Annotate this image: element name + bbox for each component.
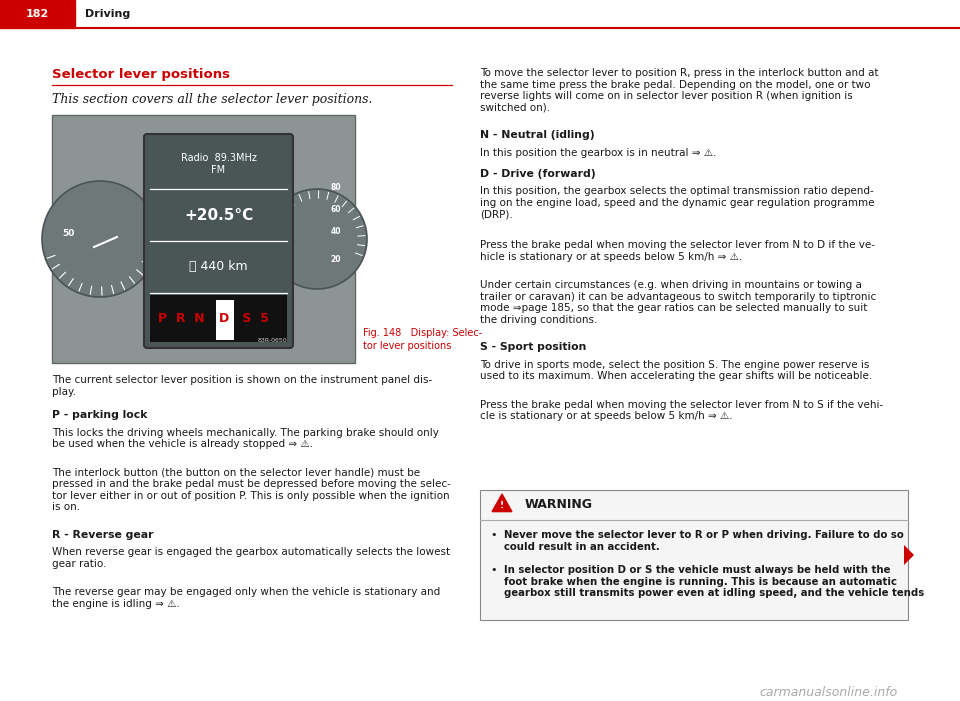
- Bar: [0, 0, 75, 28]
- Text: +20.5°C: +20.5°C: [184, 207, 253, 222]
- Text: D: D: [220, 313, 229, 325]
- Text: Press the brake pedal when moving the selector lever from N to S if the vehi-
cl: Press the brake pedal when moving the se…: [480, 400, 883, 421]
- Bar: [215, 300, 233, 340]
- Text: 20: 20: [330, 254, 341, 264]
- Circle shape: [42, 181, 158, 297]
- Text: The current selector lever position is shown on the instrument panel dis-
play.: The current selector lever position is s…: [52, 375, 432, 397]
- Text: Driving: Driving: [85, 9, 131, 19]
- Text: In selector position D or S the vehicle must always be held with the
foot brake : In selector position D or S the vehicle …: [504, 565, 924, 598]
- Text: When reverse gear is engaged the gearbox automatically selects the lowest
gear r: When reverse gear is engaged the gearbox…: [52, 547, 450, 569]
- Text: 50: 50: [61, 229, 74, 238]
- Text: WARNING: WARNING: [525, 498, 593, 512]
- Text: •: •: [490, 565, 496, 575]
- Bar: [480, 490, 908, 620]
- Text: 83R-0650: 83R-0650: [257, 338, 287, 343]
- Polygon shape: [492, 494, 512, 512]
- Bar: [150, 295, 287, 342]
- Text: This section covers all the selector lever positions.: This section covers all the selector lev…: [52, 93, 372, 106]
- Text: 80: 80: [330, 182, 341, 191]
- Text: In this position the gearbox is in neutral ⇒ ⚠.: In this position the gearbox is in neutr…: [480, 147, 716, 158]
- Text: carmanualsonline.info: carmanualsonline.info: [759, 686, 898, 699]
- Text: The interlock button (the button on the selector lever handle) must be
pressed i: The interlock button (the button on the …: [52, 468, 451, 512]
- Text: D - Drive (forward): D - Drive (forward): [480, 169, 595, 179]
- Text: S - Sport position: S - Sport position: [480, 342, 587, 352]
- Text: FM: FM: [211, 165, 226, 175]
- Text: 40: 40: [330, 226, 341, 236]
- Text: Selector lever positions: Selector lever positions: [52, 68, 230, 81]
- Circle shape: [267, 189, 367, 289]
- Bar: [52, 115, 355, 363]
- Polygon shape: [904, 545, 914, 565]
- Text: To drive in sports mode, select the position S. The engine power reserve is
used: To drive in sports mode, select the posi…: [480, 360, 873, 381]
- FancyBboxPatch shape: [144, 134, 293, 348]
- Text: Press the brake pedal when moving the selector lever from N to D if the ve-
hicl: Press the brake pedal when moving the se…: [480, 240, 875, 261]
- Text: To move the selector lever to position R, press in the interlock button and at
t: To move the selector lever to position R…: [480, 68, 878, 113]
- Text: tor lever positions: tor lever positions: [363, 341, 451, 351]
- Text: N - Neutral (idling): N - Neutral (idling): [480, 130, 594, 140]
- Text: P  R  N: P R N: [157, 313, 208, 325]
- Text: Under certain circumstances (e.g. when driving in mountains or towing a
trailer : Under certain circumstances (e.g. when d…: [480, 280, 876, 325]
- Text: •: •: [490, 530, 496, 540]
- Text: 60: 60: [330, 205, 341, 214]
- Text: Never move the selector lever to R or P when driving. Failure to do so
could res: Never move the selector lever to R or P …: [504, 530, 903, 552]
- Text: Fig. 148   Display: Selec-: Fig. 148 Display: Selec-: [363, 328, 482, 338]
- Text: P - parking lock: P - parking lock: [52, 410, 148, 420]
- Text: Radio  89.3MHz: Radio 89.3MHz: [180, 153, 256, 163]
- Text: !: !: [500, 501, 504, 510]
- Text: 182: 182: [26, 9, 49, 19]
- Text: The reverse gear may be engaged only when the vehicle is stationary and
the engi: The reverse gear may be engaged only whe…: [52, 587, 441, 608]
- Text: S  5: S 5: [238, 313, 270, 325]
- Text: This locks the driving wheels mechanically. The parking brake should only
be use: This locks the driving wheels mechanical…: [52, 428, 439, 449]
- Text: R - Reverse gear: R - Reverse gear: [52, 529, 154, 540]
- Text: ⛽ 440 km: ⛽ 440 km: [189, 261, 248, 273]
- Text: In this position, the gearbox selects the optimal transmission ratio depend-
ing: In this position, the gearbox selects th…: [480, 186, 875, 219]
